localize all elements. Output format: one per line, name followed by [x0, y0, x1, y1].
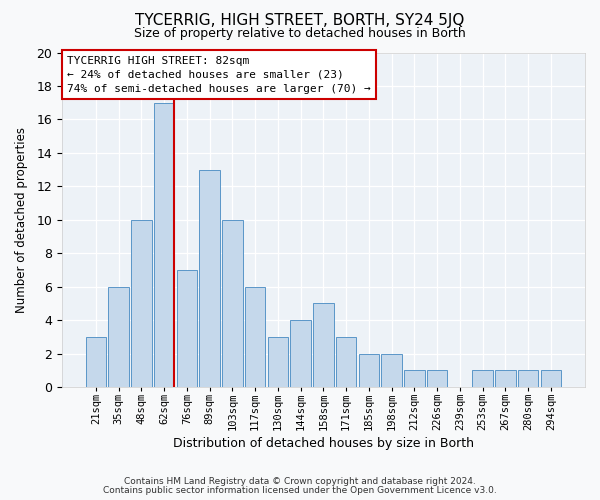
Bar — [86, 337, 106, 387]
Bar — [222, 220, 242, 387]
Bar — [427, 370, 448, 387]
Text: TYCERRIG HIGH STREET: 82sqm
← 24% of detached houses are smaller (23)
74% of sem: TYCERRIG HIGH STREET: 82sqm ← 24% of det… — [67, 56, 371, 94]
Bar — [154, 102, 175, 387]
Bar — [404, 370, 425, 387]
Bar — [336, 337, 356, 387]
Bar — [359, 354, 379, 387]
Text: TYCERRIG, HIGH STREET, BORTH, SY24 5JQ: TYCERRIG, HIGH STREET, BORTH, SY24 5JQ — [136, 12, 464, 28]
Bar — [199, 170, 220, 387]
Bar — [290, 320, 311, 387]
Text: Contains public sector information licensed under the Open Government Licence v3: Contains public sector information licen… — [103, 486, 497, 495]
Bar — [472, 370, 493, 387]
Bar — [177, 270, 197, 387]
Bar — [495, 370, 516, 387]
Bar — [245, 286, 265, 387]
Bar — [131, 220, 152, 387]
Bar — [518, 370, 538, 387]
Bar — [109, 286, 129, 387]
Y-axis label: Number of detached properties: Number of detached properties — [15, 126, 28, 313]
Bar — [541, 370, 561, 387]
X-axis label: Distribution of detached houses by size in Borth: Distribution of detached houses by size … — [173, 437, 474, 450]
Bar — [382, 354, 402, 387]
Text: Size of property relative to detached houses in Borth: Size of property relative to detached ho… — [134, 28, 466, 40]
Bar — [313, 304, 334, 387]
Text: Contains HM Land Registry data © Crown copyright and database right 2024.: Contains HM Land Registry data © Crown c… — [124, 477, 476, 486]
Bar — [268, 337, 288, 387]
